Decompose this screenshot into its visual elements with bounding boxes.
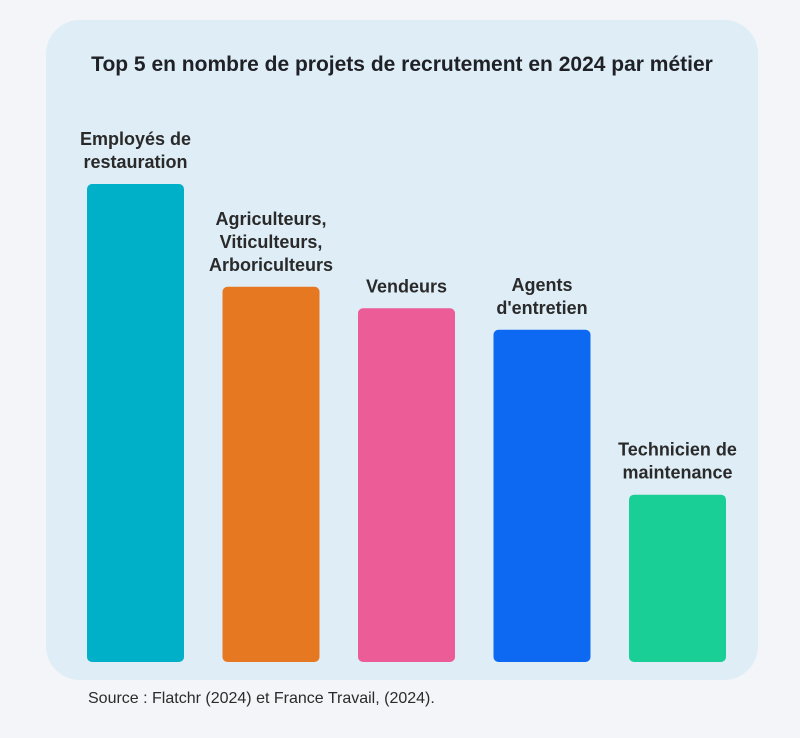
- bar-5: [629, 494, 726, 662]
- bar-2: [222, 286, 320, 662]
- bar-4: [493, 329, 591, 662]
- bars-group: [87, 184, 726, 662]
- bar-3: [358, 308, 455, 662]
- category-label-4: Agents d'entretien: [496, 275, 587, 318]
- category-labels-group: Employés de restauration Agriculteurs, Viti…: [80, 129, 737, 483]
- category-label-3: Vendeurs: [366, 276, 447, 296]
- bar-1: [87, 184, 184, 662]
- source-note: Source : Flatchr (2024) et France Travai…: [88, 690, 435, 707]
- category-label-5: Technicien de maintenance: [618, 440, 737, 483]
- category-label-1: Employés de restauration: [80, 129, 191, 172]
- chart-title: Top 5 en nombre de projets de recrutemen…: [91, 53, 713, 76]
- category-label-2: Agriculteurs, Viticulteurs, Arboriculteurs: [209, 209, 333, 275]
